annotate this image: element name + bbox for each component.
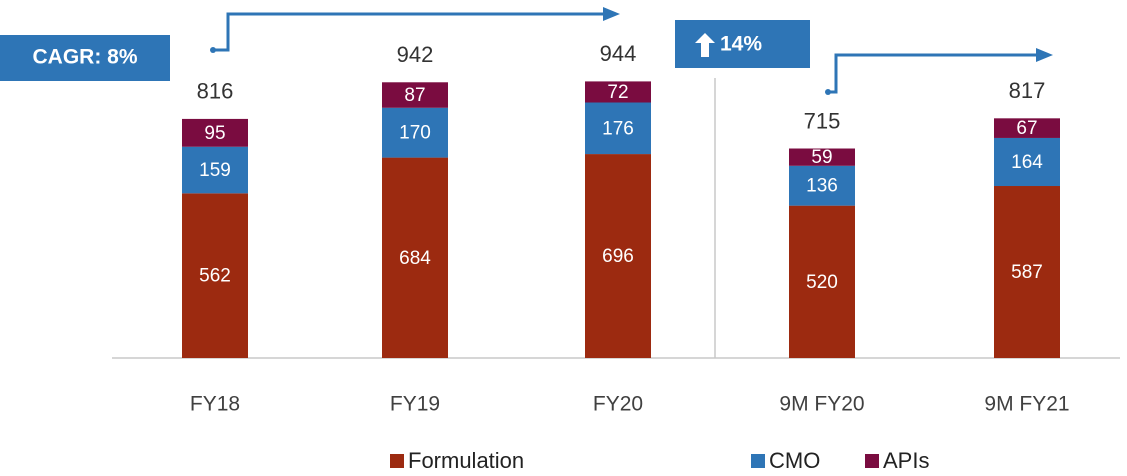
arrow-head <box>1036 48 1053 62</box>
total-label: 715 <box>804 108 841 133</box>
value-label: 95 <box>204 123 225 144</box>
cagr-arrow <box>213 12 605 52</box>
bar-segment <box>585 154 651 358</box>
value-label: 170 <box>399 123 431 144</box>
total-label: 817 <box>1009 78 1046 103</box>
x-tick-label: FY19 <box>390 393 440 416</box>
bar-segment <box>789 205 855 358</box>
legend-swatch <box>865 454 879 468</box>
growth-label: 14% <box>720 33 762 56</box>
bar-segment <box>182 146 248 194</box>
value-label: 176 <box>602 118 634 139</box>
bar-segment <box>382 107 448 158</box>
bar-segment <box>994 118 1060 138</box>
value-label: 587 <box>1011 262 1043 283</box>
arrow-head <box>603 7 620 21</box>
value-label: 562 <box>199 266 231 287</box>
value-label: 159 <box>199 160 231 181</box>
bar-segment <box>182 118 248 147</box>
bar-segment <box>585 102 651 155</box>
up-arrow <box>695 33 715 57</box>
bar-segment <box>182 193 248 358</box>
legend-swatch <box>390 454 404 468</box>
value-label: 67 <box>1016 118 1037 139</box>
value-label: 520 <box>806 272 838 293</box>
bar-segment <box>994 137 1060 187</box>
x-tick-label: FY18 <box>190 393 240 416</box>
growth-box <box>675 20 810 68</box>
bar-segment <box>994 186 1060 358</box>
bar-segment <box>382 82 448 108</box>
bar-segment <box>585 81 651 103</box>
value-label: 164 <box>1011 152 1043 173</box>
x-tick-label: FY20 <box>593 393 643 416</box>
value-label: 72 <box>607 82 628 103</box>
legend-swatch <box>751 454 765 468</box>
bar-segment <box>789 148 855 166</box>
legend-label: APIs <box>883 448 929 473</box>
value-label: 87 <box>404 85 425 106</box>
cagr-box <box>0 35 170 81</box>
value-label: 684 <box>399 248 431 269</box>
bar-segment <box>382 157 448 358</box>
total-label: 944 <box>600 41 637 66</box>
legend-label: Formulation <box>408 448 524 473</box>
bar-segment <box>789 165 855 206</box>
value-label: 136 <box>806 176 838 197</box>
total-label: 942 <box>397 42 434 67</box>
cagr-label: CAGR: 8% <box>32 46 137 69</box>
x-tick-label: 9M FY21 <box>984 393 1069 416</box>
x-tick-label: 9M FY20 <box>779 393 864 416</box>
value-label: 59 <box>811 147 832 168</box>
value-label: 696 <box>602 246 634 267</box>
growth-arrow <box>828 53 1038 94</box>
legend-label: CMO <box>769 448 820 473</box>
total-label: 816 <box>197 79 234 104</box>
